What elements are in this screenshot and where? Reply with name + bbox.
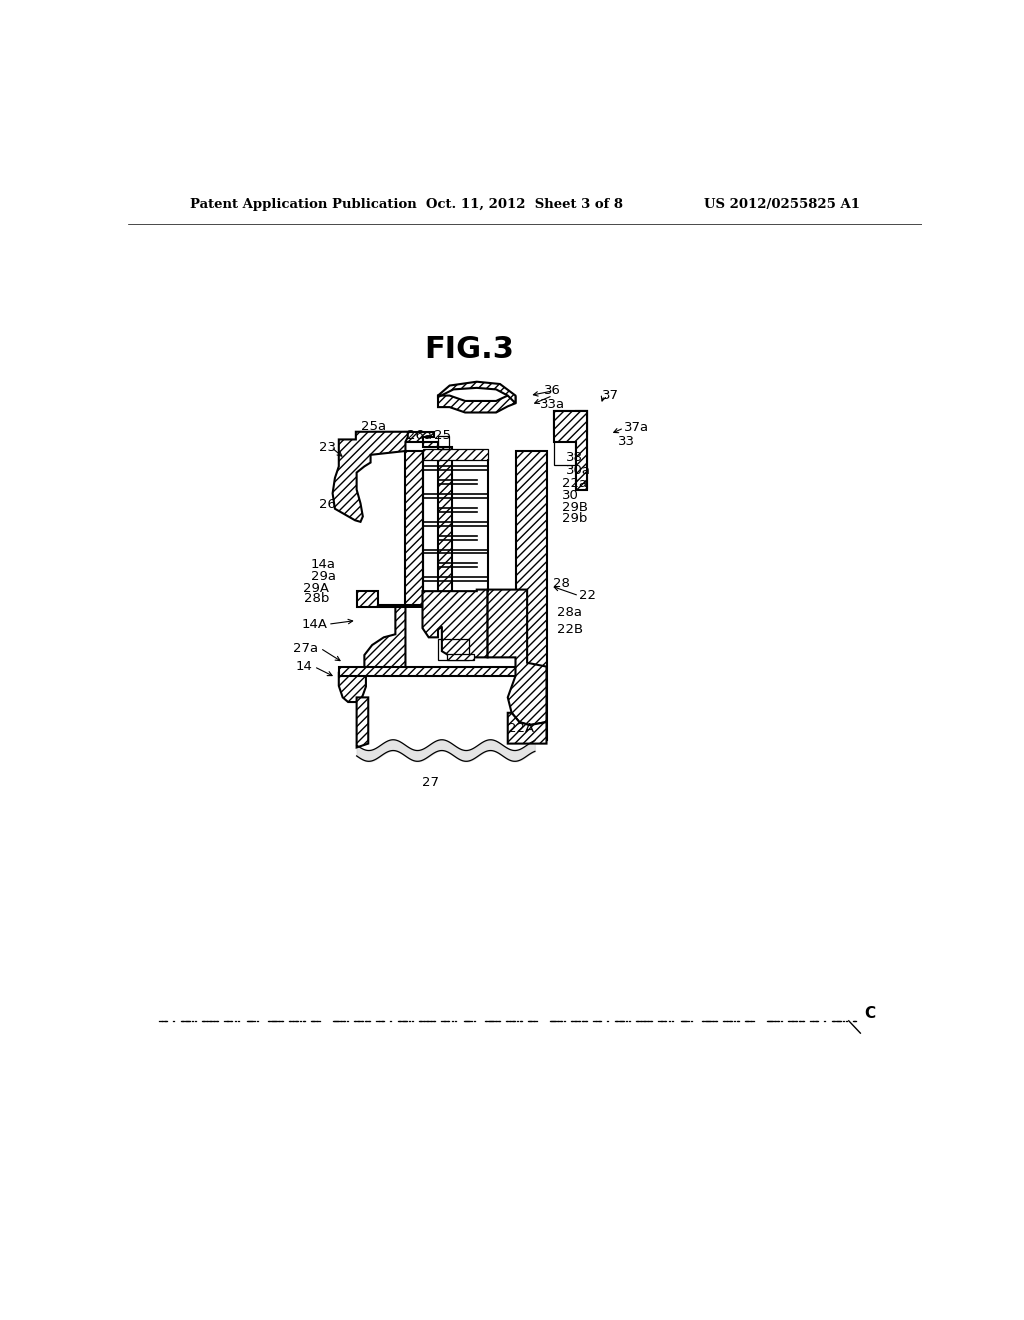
Text: 27: 27 <box>422 776 438 788</box>
Text: 26a: 26a <box>407 429 432 442</box>
Text: C: C <box>864 1006 876 1020</box>
Text: 25: 25 <box>434 429 452 442</box>
Text: 29B: 29B <box>562 500 588 513</box>
Text: 28a: 28a <box>557 606 582 619</box>
Text: 37: 37 <box>602 389 620 403</box>
Bar <box>515 451 547 739</box>
Polygon shape <box>406 432 452 451</box>
Text: 14: 14 <box>296 660 312 673</box>
Text: 22: 22 <box>579 589 596 602</box>
Polygon shape <box>423 590 487 657</box>
Text: 23: 23 <box>318 441 336 454</box>
Text: 37a: 37a <box>624 421 649 434</box>
Text: Oct. 11, 2012  Sheet 3 of 8: Oct. 11, 2012 Sheet 3 of 8 <box>426 198 624 211</box>
Text: 22a: 22a <box>562 477 587 490</box>
Polygon shape <box>508 713 547 743</box>
Bar <box>554 411 587 434</box>
Bar <box>438 451 452 620</box>
Text: 22A: 22A <box>508 722 534 735</box>
Text: 28b: 28b <box>304 593 330 606</box>
Text: 25a: 25a <box>360 420 386 433</box>
Text: Patent Application Publication: Patent Application Publication <box>190 198 417 211</box>
Bar <box>554 434 575 465</box>
Text: 14a: 14a <box>310 557 336 570</box>
Text: US 2012/0255825 A1: US 2012/0255825 A1 <box>703 198 859 211</box>
Text: 14A: 14A <box>302 618 328 631</box>
Polygon shape <box>339 607 423 702</box>
Text: 28: 28 <box>553 577 569 590</box>
Text: 30: 30 <box>562 490 579 502</box>
Bar <box>438 436 449 450</box>
Polygon shape <box>487 590 547 725</box>
Polygon shape <box>333 432 408 521</box>
Text: 30a: 30a <box>566 463 591 477</box>
Polygon shape <box>356 591 406 607</box>
Bar <box>447 655 474 660</box>
Text: 22B: 22B <box>557 623 583 636</box>
Text: 29A: 29A <box>303 582 330 594</box>
Polygon shape <box>356 697 369 747</box>
Bar <box>423 449 487 461</box>
Text: 36: 36 <box>545 384 561 397</box>
Text: 38: 38 <box>566 450 583 463</box>
Text: 29a: 29a <box>310 570 336 583</box>
Polygon shape <box>339 667 515 676</box>
Bar <box>406 451 423 605</box>
Text: 27a: 27a <box>293 642 317 655</box>
Polygon shape <box>438 381 515 404</box>
Polygon shape <box>438 396 515 412</box>
Text: 33a: 33a <box>540 399 565 412</box>
Bar <box>438 639 469 660</box>
Text: 29b: 29b <box>562 512 588 525</box>
Bar <box>575 411 587 488</box>
Polygon shape <box>554 411 587 490</box>
Text: FIG.3: FIG.3 <box>424 335 514 364</box>
Text: 26: 26 <box>318 499 336 511</box>
Text: 33: 33 <box>617 436 635 449</box>
